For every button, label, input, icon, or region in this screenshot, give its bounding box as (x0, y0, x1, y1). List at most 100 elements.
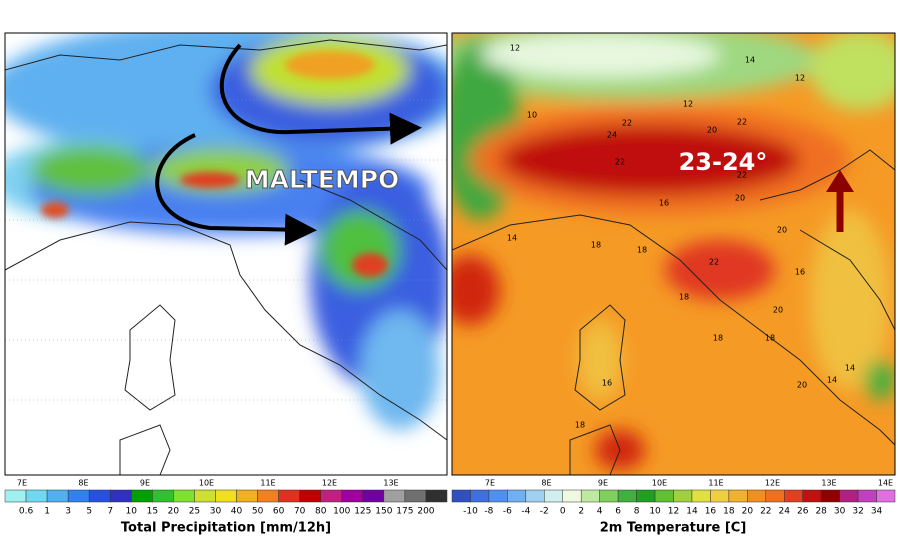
colorbar-label: 6 (615, 507, 621, 517)
lon-label: 11E (708, 479, 723, 488)
temperature-label: 18 (713, 334, 723, 343)
colorbar-cell (67, 489, 90, 503)
colorbar-cell (876, 489, 896, 503)
colorbar-cell (88, 489, 111, 503)
colorbar-cell (691, 489, 711, 503)
lon-label: 9E (598, 479, 608, 488)
temperature-label: 18 (575, 421, 585, 430)
colorbar-label: 10 (126, 507, 138, 517)
colorbar-cell (4, 489, 27, 503)
temperature-label: 12 (510, 44, 520, 53)
colorbar-cell (320, 489, 343, 503)
colorbar-label: 0.6 (19, 507, 34, 517)
colorbar-label: 125 (354, 507, 371, 517)
map-labels: 12 14 12 10 24 22 20 22 12 22 16 14 20 22 18 18 22 20 18 16… (507, 44, 855, 430)
colorbar-cell (507, 489, 527, 503)
temperature-label: 18 (591, 241, 601, 250)
colorbar-label: 150 (375, 507, 392, 517)
colorbar-cell (173, 489, 195, 503)
colorbar-cell (784, 489, 803, 503)
annotation: 23-24° (679, 148, 768, 176)
annotation: MALTEMPO (245, 165, 400, 194)
colorbar-cell (131, 489, 153, 503)
colorbar-label: 30 (210, 507, 222, 517)
colorbar-label: 40 (231, 507, 243, 517)
colorbar-label: 0 (560, 507, 566, 517)
colorbar-title: Total Precipitation [mm/12h] (121, 521, 331, 536)
colorbar-cell (341, 489, 364, 503)
colorbar-label: -6 (503, 507, 512, 517)
temperature-label: 14 (845, 364, 855, 373)
colorbar-label: 80 (315, 507, 327, 517)
colorbar-cell (617, 489, 637, 503)
colorbar-label: 70 (294, 507, 306, 517)
colorbar-cell (25, 489, 48, 503)
colorbar-label: 15 (147, 507, 158, 517)
lon-label: 7E (485, 479, 495, 488)
temperature-label: 22 (709, 258, 719, 267)
map-frame (4, 32, 448, 476)
colorbar-label: 4 (597, 507, 603, 517)
colorbar-cell (215, 489, 237, 503)
lon-label: 13E (821, 479, 836, 488)
colorbar-cell (839, 489, 859, 503)
lon-labels: 7E 8E 9E 10E 11E 12E 13E (17, 479, 399, 488)
colorbar-label: 32 (852, 507, 863, 517)
colorbar-label: 24 (779, 507, 791, 517)
map-frame (451, 32, 896, 476)
colorbar-cell (470, 489, 490, 503)
colorbar-label: 2 (578, 507, 584, 517)
temperature-label: 22 (615, 158, 625, 167)
temperature-label: 20 (797, 381, 807, 390)
colorbar-label: -2 (540, 507, 549, 517)
colorbar-label: 200 (417, 507, 434, 517)
colorbar-cell (654, 489, 674, 503)
temperature-label: 22 (622, 119, 632, 128)
colorbar-cell (46, 489, 69, 503)
colorbar-label: 175 (396, 507, 413, 517)
temperature-label: 20 (707, 126, 717, 135)
colorbar-cell (857, 489, 877, 503)
colorbar-cell (404, 489, 427, 503)
lon-label: 13E (383, 479, 398, 488)
lon-label: 8E (78, 479, 88, 488)
colorbar-label: 20 (168, 507, 180, 517)
temperature-label: 12 (795, 74, 805, 83)
colorbar-label: 20 (742, 507, 754, 517)
temperature-label: 16 (795, 268, 805, 277)
temperature-label: 16 (659, 199, 669, 208)
colorbar-label: 3 (65, 507, 71, 517)
temperature-label: 12 (683, 100, 693, 109)
temperature-label: 14 (745, 56, 755, 65)
colorbar-cell (383, 489, 406, 503)
lon-label: 10E (199, 479, 214, 488)
colorbar-label: 50 (252, 507, 264, 517)
lon-label: 12E (765, 479, 780, 488)
temperature-label: 14 (507, 234, 517, 243)
temperature-label: 18 (637, 246, 647, 255)
colorbar-label: 22 (760, 507, 771, 517)
lon-label: 9E (140, 479, 150, 488)
colorbar-label: 60 (273, 507, 285, 517)
colorbar-cell (747, 489, 767, 503)
temperature-label: 14 (827, 376, 837, 385)
colorbar-cell (820, 489, 840, 503)
colorbar-label: 30 (834, 507, 846, 517)
temperature-label: 18 (765, 334, 775, 343)
colorbar-label: 26 (797, 507, 809, 517)
temperature-label: 22 (737, 118, 747, 127)
colorbar-cell (425, 489, 448, 503)
colorbar-cell (109, 489, 132, 503)
colorbar-cell (194, 489, 216, 503)
colorbar-label: 1 (44, 507, 50, 517)
colorbar-label: 10 (649, 507, 661, 517)
precipitation-map: MALTEMPO (5, 33, 447, 475)
colorbar-title: 2m Temperature [C] (600, 521, 747, 536)
colorbar-cell (580, 489, 600, 503)
colorbar-cell (488, 489, 508, 503)
colorbar-cell (299, 489, 321, 503)
colorbar-cell (673, 489, 693, 503)
colorbar-cell (710, 489, 730, 503)
